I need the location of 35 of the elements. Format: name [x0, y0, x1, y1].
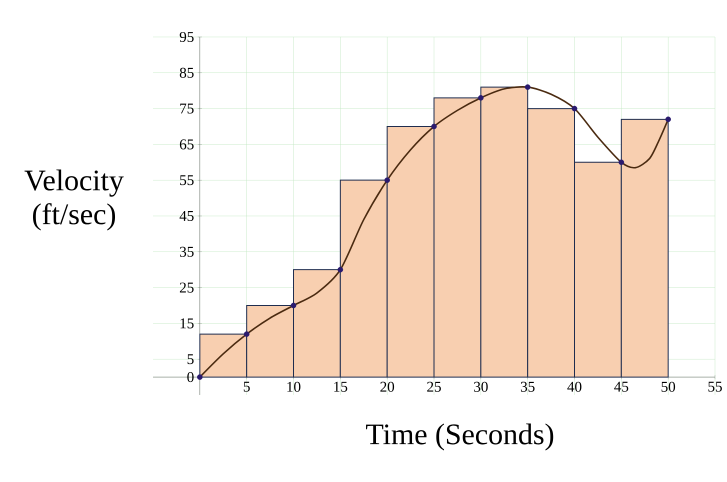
point	[665, 116, 671, 122]
point	[618, 159, 624, 166]
point	[384, 177, 390, 183]
x-tick-label: 50	[662, 382, 676, 392]
x-tick-label: 35	[520, 382, 535, 392]
point	[431, 124, 437, 130]
y-axis-title: Velocity (ft/sec)	[24, 170, 124, 230]
x-tick-label: 20	[380, 382, 394, 392]
x-tick-label: 10	[287, 382, 300, 392]
y-tick-label: 95	[180, 32, 194, 42]
point	[290, 302, 296, 308]
x-tick-label: 25	[427, 382, 441, 392]
y-tick-label: 75	[180, 104, 194, 114]
y-tick-label: 25	[180, 282, 194, 293]
x-tick-label: 45	[614, 382, 628, 392]
point	[478, 95, 484, 101]
y-tick-label: 45	[180, 211, 194, 221]
x-tick-label: 40	[567, 382, 582, 392]
y-tick-label: 65	[180, 139, 194, 150]
x-tick-label: 55	[708, 382, 722, 392]
point	[338, 266, 344, 272]
point	[244, 331, 250, 337]
point	[524, 84, 530, 90]
y-tick-label: 35	[180, 246, 194, 257]
y-tick-label: 85	[180, 68, 194, 78]
y-tick-label: 15	[180, 318, 194, 328]
y-tick-label: 0	[187, 372, 194, 382]
point	[572, 106, 578, 112]
y-tick-label: 55	[180, 175, 194, 186]
point	[197, 374, 203, 380]
y-tick-label: 5	[188, 354, 194, 364]
x-tick-label: 5	[244, 382, 250, 392]
x-tick-label: 30	[474, 382, 488, 392]
x-tick-label: 15	[334, 382, 348, 392]
x-axis-title: Time (Seconds)	[366, 423, 554, 451]
